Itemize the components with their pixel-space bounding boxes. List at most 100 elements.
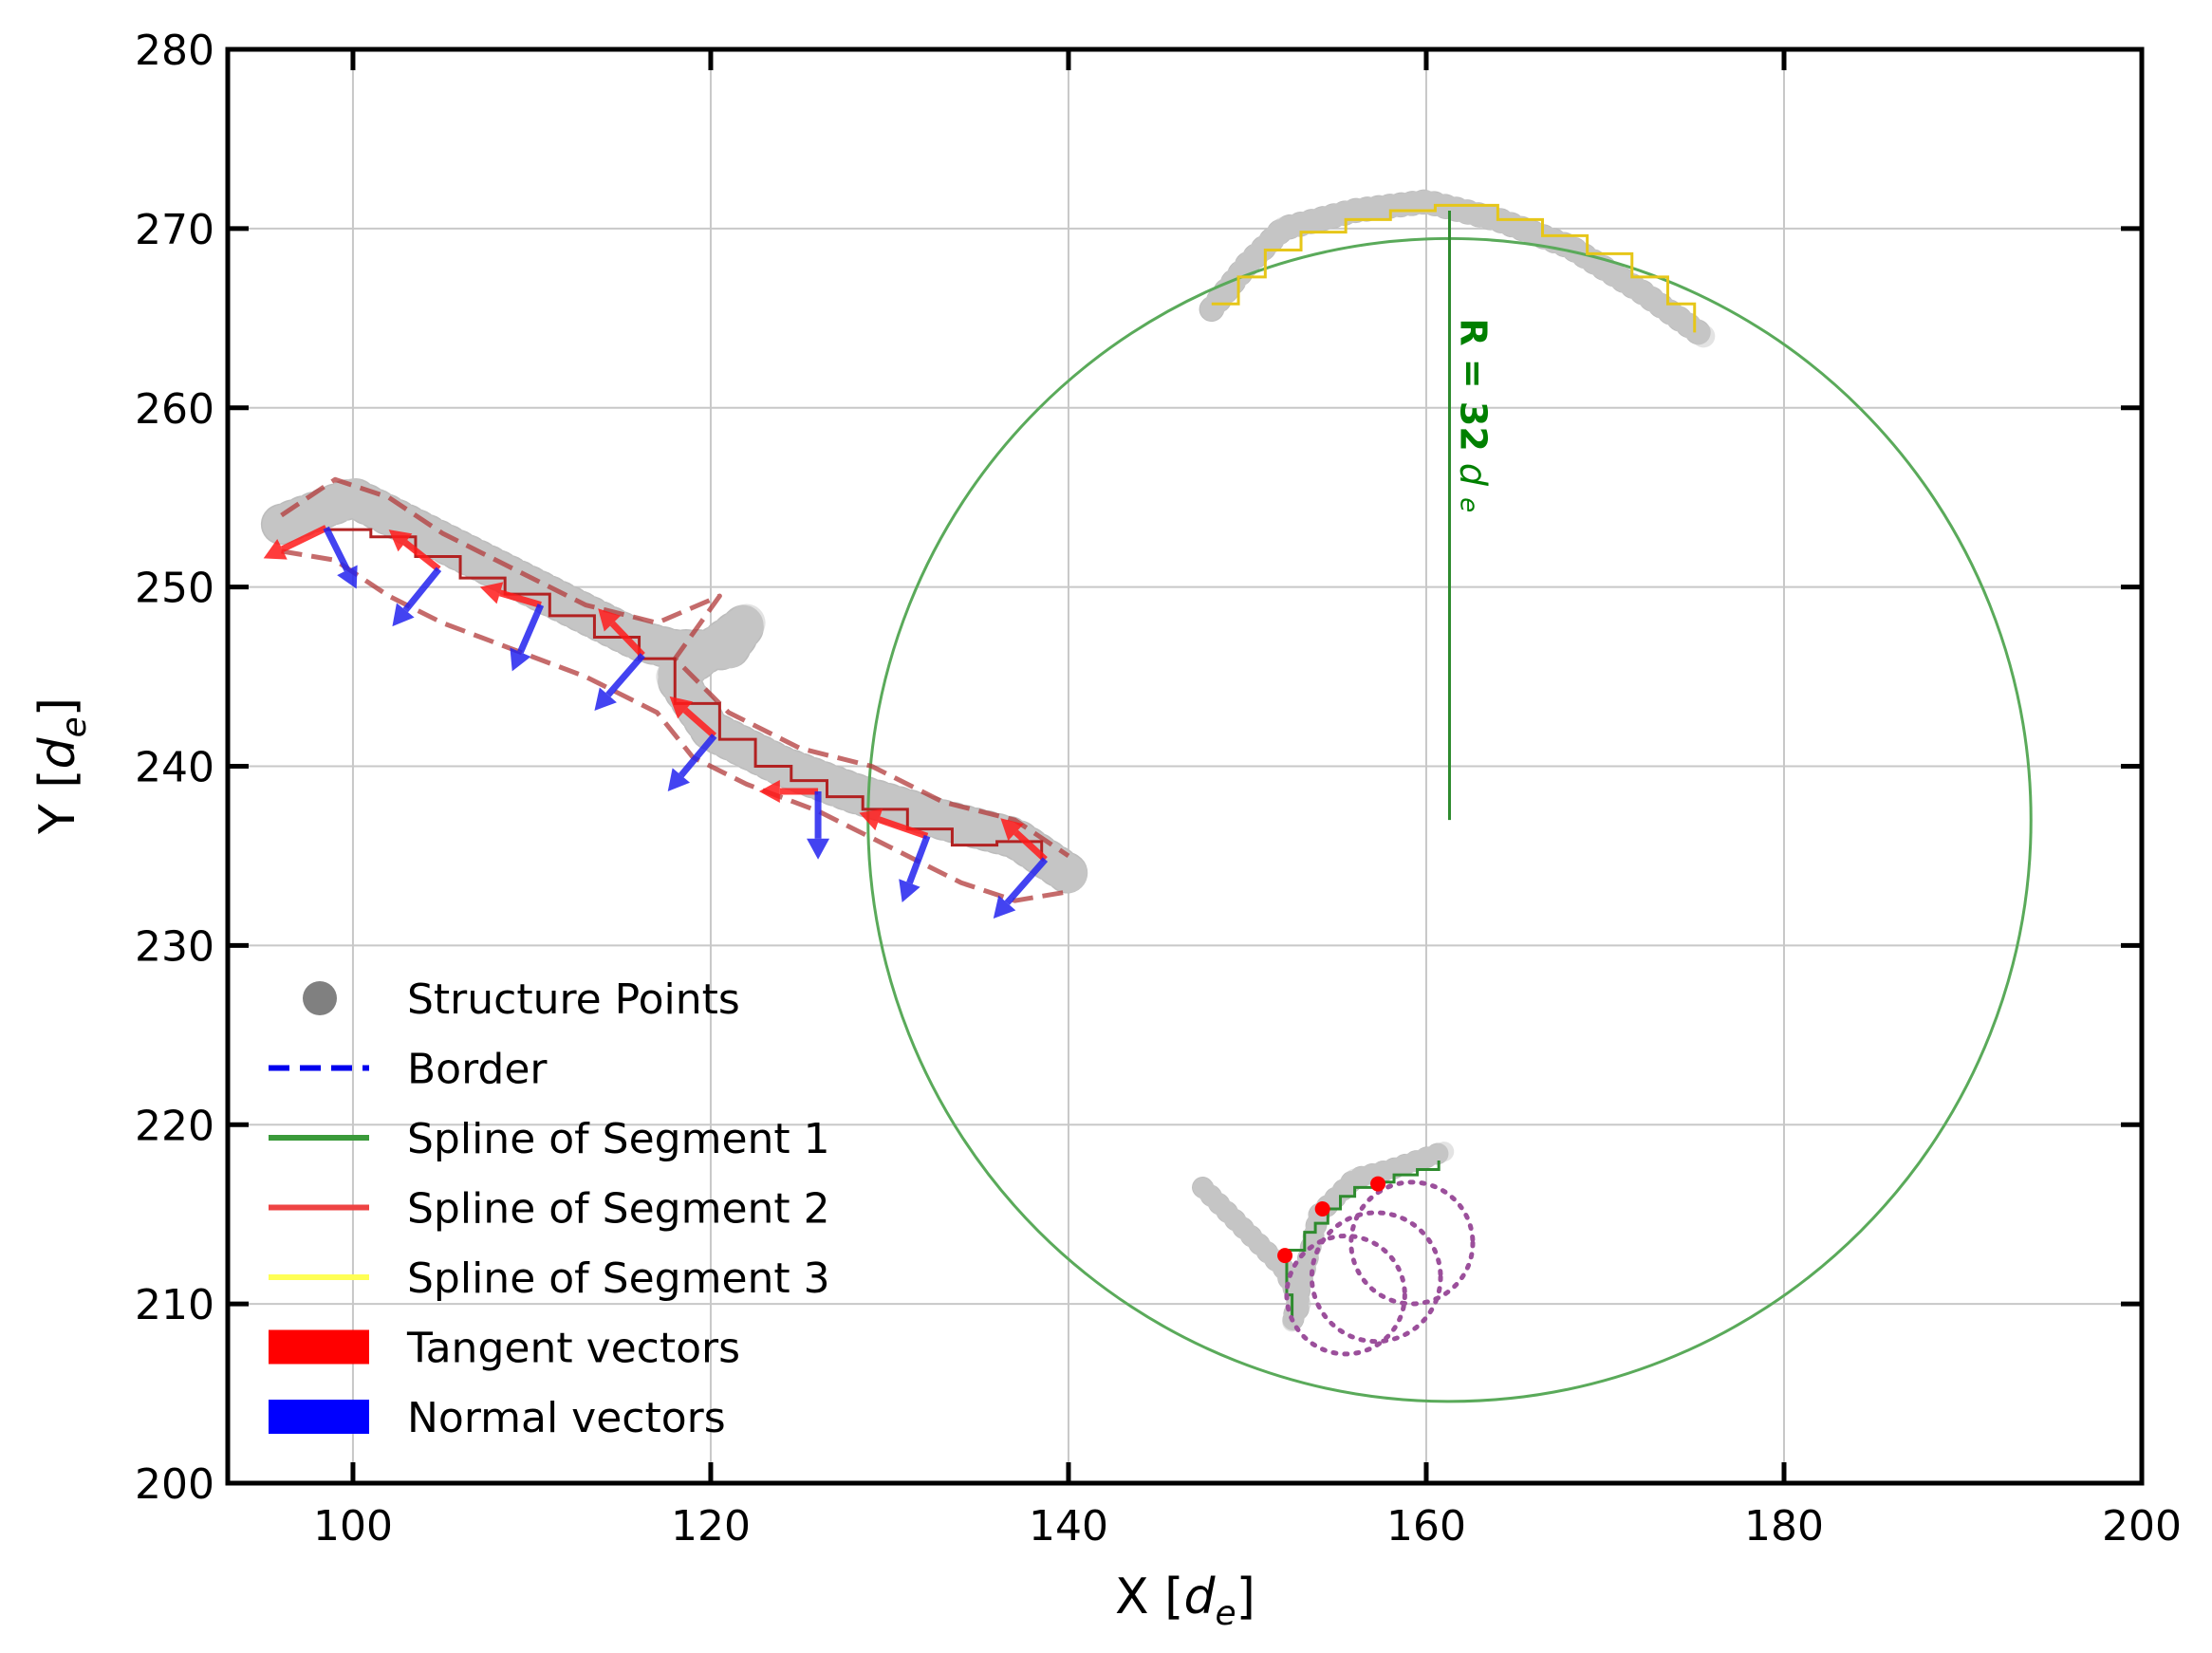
spline-of-segment-2-line bbox=[325, 528, 1044, 860]
normal-vector-head bbox=[993, 895, 1016, 919]
legend-structure-points-marker bbox=[303, 981, 337, 1015]
normal-vector bbox=[667, 734, 717, 791]
y-tick-label: 200 bbox=[135, 1460, 214, 1509]
y-tick-label: 270 bbox=[135, 206, 214, 254]
legend-item: Structure Points bbox=[303, 975, 740, 1024]
tangent-vector-shaft bbox=[280, 525, 328, 552]
x-tick-label: 200 bbox=[2102, 1502, 2182, 1551]
normal-vector bbox=[899, 834, 931, 903]
normal-vector bbox=[510, 604, 545, 672]
curvature-point bbox=[1277, 1248, 1293, 1264]
tangent-vector-head bbox=[598, 608, 622, 632]
tangent-vector-head bbox=[388, 529, 413, 552]
normal-vector-head bbox=[510, 647, 531, 672]
normal-vector bbox=[594, 653, 645, 711]
legend-item: Tangent vectors bbox=[269, 1325, 740, 1373]
tangent-vector bbox=[388, 529, 441, 572]
radius-annotation-unit-sub: e bbox=[1454, 497, 1482, 512]
y-tick-label: 250 bbox=[135, 565, 214, 613]
tick-labels: 100 120 140 160 180 200 200 210 220 230 240 250 260 2… bbox=[135, 27, 2182, 1551]
legend-normal-vectors-label: Normal vectors bbox=[407, 1394, 726, 1442]
normal-vector bbox=[323, 526, 358, 589]
legend: Structure Points Border Spline of Segment … bbox=[269, 975, 830, 1442]
plot-frame bbox=[225, 46, 2145, 1486]
segment-2-cluster-fill bbox=[262, 478, 1087, 893]
x-tick-label: 160 bbox=[1386, 1502, 1466, 1551]
y-tick-label: 230 bbox=[135, 922, 214, 971]
normal-vector-head bbox=[337, 565, 358, 589]
plot-area: R = 32 d e bbox=[225, 46, 2145, 1486]
legend-item: Border bbox=[269, 1046, 548, 1094]
normal-vector-shaft bbox=[402, 566, 442, 613]
x-axis-title: X [de] bbox=[1115, 1569, 1255, 1633]
border-upper bbox=[280, 476, 1070, 859]
legend-tangent-vectors-patch bbox=[269, 1329, 369, 1365]
y-tick-label: 210 bbox=[135, 1281, 214, 1329]
normal-vector-shaft bbox=[517, 604, 545, 654]
radius-annotation-unit: d bbox=[1452, 463, 1494, 487]
normal-vector-head bbox=[392, 603, 415, 627]
normal-vector-head bbox=[899, 879, 920, 903]
legend-item: Normal vectors bbox=[269, 1394, 726, 1442]
tangent-vector-head bbox=[758, 779, 780, 803]
legend-border-label: Border bbox=[407, 1046, 548, 1094]
legend-spline-of-segment-1-label: Spline of Segment 1 bbox=[407, 1115, 830, 1163]
structure-points bbox=[260, 189, 1717, 1333]
normal-vector-shaft bbox=[906, 834, 931, 884]
normal-vector bbox=[392, 566, 442, 627]
y-axis-title: Y [de] bbox=[29, 697, 94, 835]
curvature-markers bbox=[1277, 1176, 1476, 1357]
normal-vector bbox=[993, 857, 1049, 919]
legend-spline-of-segment-2-label: Spline of Segment 2 bbox=[407, 1185, 830, 1234]
y-tick-label: 260 bbox=[135, 385, 214, 434]
tangent-vector-head bbox=[263, 538, 288, 560]
normal-vector bbox=[807, 790, 830, 860]
tangent-vector bbox=[263, 525, 328, 560]
tangent-vector-shaft bbox=[682, 707, 717, 739]
normal-vector-shaft bbox=[678, 734, 717, 778]
tangent-vector-head bbox=[479, 582, 504, 604]
legend-item: Spline of Segment 1 bbox=[269, 1115, 830, 1163]
legend-item: Spline of Segment 2 bbox=[269, 1185, 830, 1234]
vectors bbox=[263, 525, 1049, 919]
tangent-vector bbox=[1000, 818, 1048, 863]
normal-vector-head bbox=[807, 838, 830, 860]
curvature-point bbox=[1314, 1201, 1330, 1217]
tangent-vector-shaft bbox=[1013, 829, 1048, 863]
radius-annotation: R = 32 d e bbox=[1452, 318, 1494, 512]
radius-annotation-value: R = 32 bbox=[1452, 318, 1494, 451]
tangent-vector-shaft bbox=[498, 589, 542, 608]
curvature-circle bbox=[1348, 1179, 1476, 1307]
legend-normal-vectors-patch bbox=[269, 1400, 369, 1434]
legend-item: Spline of Segment 3 bbox=[269, 1254, 830, 1303]
legend-spline-of-segment-3-label: Spline of Segment 3 bbox=[407, 1254, 830, 1303]
normal-vector-head bbox=[594, 687, 617, 711]
tangent-vector-head bbox=[859, 808, 883, 831]
y-tick-label: 240 bbox=[135, 744, 214, 792]
tangent-vector-head bbox=[1000, 818, 1024, 842]
segment-1-cluster-fill bbox=[1192, 1142, 1455, 1332]
border-lines bbox=[280, 476, 1070, 903]
x-tick-label: 140 bbox=[1029, 1502, 1108, 1551]
legend-structure-points-label: Structure Points bbox=[407, 975, 740, 1024]
y-tick-label: 280 bbox=[135, 27, 214, 75]
curvature-point bbox=[1370, 1176, 1386, 1192]
curvature-circle bbox=[1309, 1210, 1443, 1345]
tangent-vector-shaft bbox=[609, 621, 645, 658]
tangent-vector-shaft bbox=[402, 540, 441, 572]
segment-3-cluster-fill bbox=[1199, 190, 1716, 348]
tangent-vector bbox=[598, 608, 645, 658]
tangent-vector bbox=[758, 779, 819, 803]
border-lower bbox=[281, 548, 1069, 903]
normal-vector-shaft bbox=[323, 526, 351, 572]
tangent-vector-shaft bbox=[878, 816, 929, 840]
normal-vector-shaft bbox=[605, 653, 645, 697]
legend-tangent-vectors-label: Tangent vectors bbox=[406, 1325, 740, 1373]
tangent-vector bbox=[859, 808, 929, 840]
tangent-vector bbox=[669, 696, 717, 739]
normal-vector-shaft bbox=[1004, 857, 1049, 905]
tangent-vector-head bbox=[669, 696, 694, 719]
y-tick-label: 220 bbox=[135, 1102, 214, 1150]
curvature-circle bbox=[1284, 1233, 1407, 1357]
